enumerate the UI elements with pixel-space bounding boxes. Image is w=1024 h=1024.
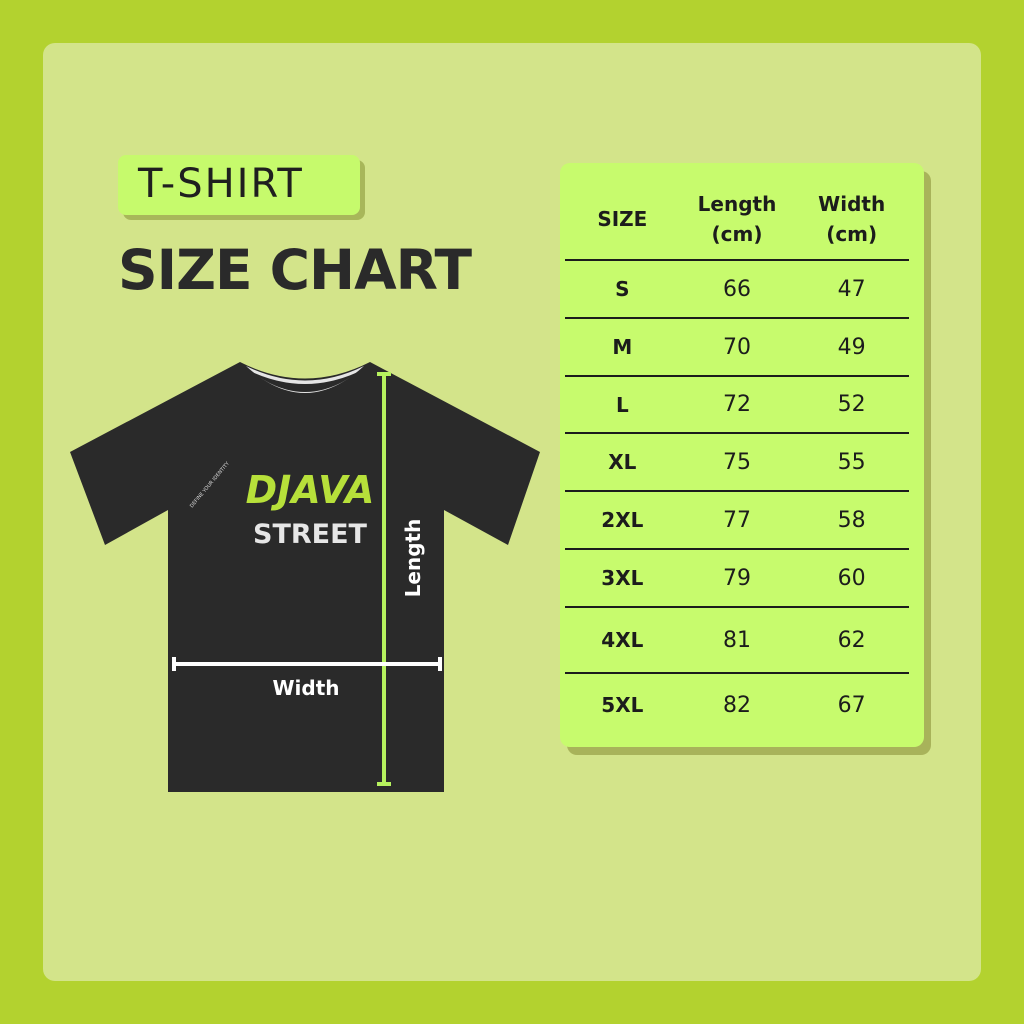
- logo-top: DJAVA: [246, 468, 375, 512]
- cell-width: 58: [837, 507, 866, 533]
- header-size: SIZE: [597, 206, 648, 231]
- table-row: 3XL 79 60: [565, 550, 909, 608]
- cell-size: L: [615, 392, 629, 417]
- table-row: 4XL 81 62: [565, 608, 909, 674]
- cell-size: 2XL: [601, 508, 644, 532]
- cell-length: 79: [723, 565, 751, 591]
- header-length: Length (cm): [697, 191, 777, 246]
- cell-size: 4XL: [601, 628, 644, 652]
- cell-length: 66: [723, 276, 751, 302]
- table-row: 2XL 77 58: [565, 492, 909, 550]
- tshirt-body: [70, 362, 540, 792]
- cell-size: 3XL: [601, 566, 644, 590]
- cell-width: 62: [837, 627, 866, 653]
- cell-width: 55: [837, 449, 866, 475]
- size-table: SIZE Length (cm) Width (cm) S 66 47 M 70 49 L 72 5…: [560, 163, 924, 747]
- tshirt-collar: [246, 366, 364, 393]
- cell-length: 81: [723, 627, 751, 653]
- table-row: XL 75 55: [565, 434, 909, 492]
- cell-length: 77: [723, 507, 751, 533]
- cell-width: 52: [837, 392, 866, 417]
- table-row: 5XL 82 67: [565, 674, 909, 736]
- cell-width: 60: [837, 565, 866, 591]
- length-label: Length: [401, 519, 425, 598]
- table-row: S 66 47: [565, 261, 909, 319]
- cell-length: 75: [723, 449, 751, 475]
- header-width: Width (cm): [818, 191, 886, 246]
- cell-length: 82: [723, 692, 751, 718]
- tshirt-tag: T-SHIRT: [118, 155, 360, 215]
- cell-size: M: [612, 335, 633, 359]
- cell-length: 70: [723, 334, 751, 360]
- table-row: L 72 52: [565, 377, 909, 434]
- cell-length: 72: [723, 392, 751, 417]
- cell-size: XL: [608, 450, 637, 474]
- cell-width: 67: [837, 692, 866, 718]
- page-title: SIZE CHART: [118, 238, 472, 302]
- cell-width: 47: [837, 276, 866, 302]
- cell-size: S: [615, 277, 630, 301]
- logo-bottom: STREET: [253, 519, 368, 550]
- width-label: Width: [272, 676, 339, 700]
- tag-text: T-SHIRT: [138, 161, 304, 207]
- table-header: SIZE Length (cm) Width (cm): [565, 178, 909, 261]
- cell-size: 5XL: [601, 693, 644, 717]
- table-row: M 70 49: [565, 319, 909, 377]
- cell-width: 49: [837, 334, 866, 360]
